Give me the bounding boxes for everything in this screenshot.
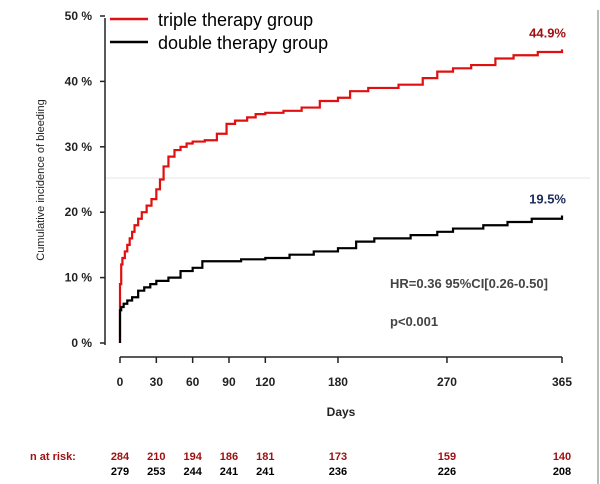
y-axis-label: Cumulative incidence of bleeding [35,99,47,260]
x-tick-label: 270 [437,375,457,389]
hazard-ratio-annotation: HR=0.36 95%CI[0.26-0.50] [390,276,548,291]
series-line-double [118,215,564,343]
risk-count-triple: 181 [256,451,274,463]
risk-count-triple: 284 [111,451,130,463]
x-tick-label: 90 [222,375,236,389]
risk-table-label: n at risk: [30,451,76,463]
risk-count-double: 241 [256,466,274,478]
x-tick-label: 60 [186,375,200,389]
x-tick-label: 365 [552,375,572,389]
y-tick-label: 20 % [65,205,93,219]
x-axis-label: Days [327,405,356,419]
y-tick-label: 50 % [65,9,93,23]
risk-count-triple: 186 [220,451,238,463]
risk-count-double: 226 [438,466,456,478]
double-end-label: 19.5% [529,191,566,206]
risk-count-double: 279 [111,466,129,478]
legend-label-triple: triple therapy group [158,10,313,30]
x-axis-ticks: 0 30 60 90 120 180 270 365 [117,357,572,389]
x-tick-label: 0 [117,375,124,389]
y-tick-label: 0 % [71,336,92,350]
legend: triple therapy group double therapy grou… [110,10,328,53]
triple-end-label: 44.9% [529,25,566,40]
risk-count-double: 253 [147,466,165,478]
risk-count-double: 208 [553,466,571,478]
risk-table: n at risk: 284 279 210 253 194 244 186 241 181 24… [30,451,571,478]
risk-count-triple: 210 [147,451,165,463]
risk-count-triple: 140 [553,451,571,463]
y-tick-label: 10 % [65,271,93,285]
x-tick-label: 30 [150,375,164,389]
series-line-triple [118,49,564,343]
y-tick-label: 30 % [65,140,93,154]
risk-count-double: 244 [183,466,202,478]
x-tick-label: 120 [255,375,275,389]
y-axis-ticks: 0 % 10 % 20 % 30 % 40 % 50 % [65,9,105,350]
y-tick-label: 40 % [65,74,93,88]
x-tick-label: 180 [328,375,348,389]
risk-count-triple: 173 [329,451,347,463]
p-value-annotation: p<0.001 [390,314,438,329]
risk-count-triple: 159 [438,451,456,463]
risk-count-triple: 194 [183,451,202,463]
risk-count-double: 236 [329,466,347,478]
legend-label-double: double therapy group [158,33,328,53]
risk-count-double: 241 [220,466,238,478]
